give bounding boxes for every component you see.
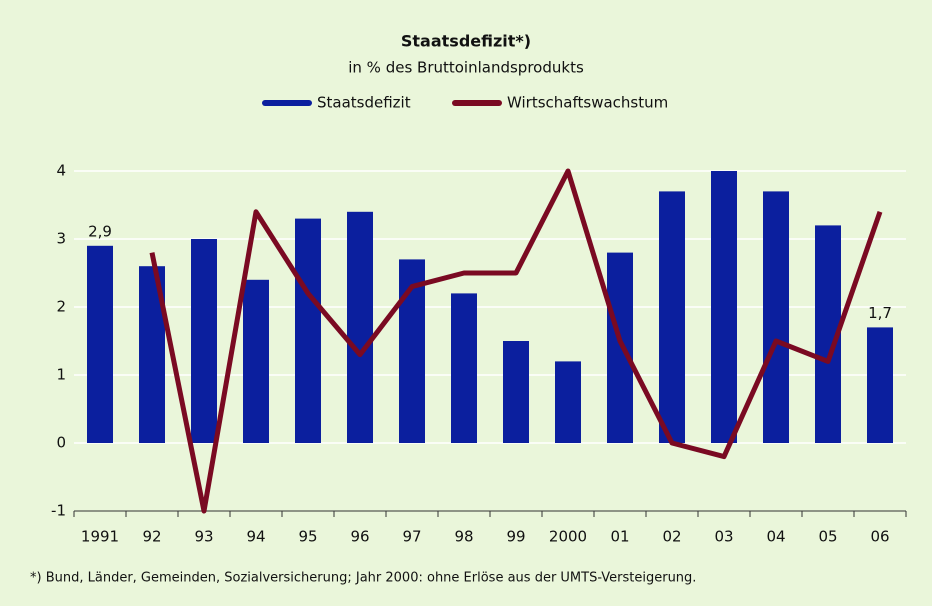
bar [607,252,633,443]
chart-title: Staatsdefizit*) [401,32,531,51]
x-tick-label: 2000 [549,528,587,546]
y-tick-label: 3 [56,230,66,248]
bar [191,239,217,443]
x-tick-label: 03 [714,528,733,546]
x-tick-label: 1991 [81,528,119,546]
x-tick-label: 05 [818,528,837,546]
bar [295,218,321,443]
x-tick-label: 04 [766,528,785,546]
line [149,168,883,514]
bar [763,191,789,443]
x-tick-label: 93 [194,528,213,546]
x-tick-label: 92 [142,528,161,546]
bar [243,279,269,443]
footnote: *) Bund, Länder, Gemeinden, Sozialversic… [30,571,696,586]
x-tick-label: 06 [870,528,889,546]
x-tick-label: 02 [662,528,681,546]
bar [555,361,581,443]
x-tick-label: 95 [298,528,317,546]
x-tick-label: 99 [506,528,525,546]
bar [867,327,893,443]
chart-subtitle: in % des Bruttoinlandsprodukts [348,59,584,77]
y-tick-label: 1 [56,366,66,384]
x-tick-label: 97 [402,528,421,546]
bar [347,211,373,443]
bar [503,341,529,443]
x-tick-label: 96 [350,528,369,546]
bar [87,245,113,443]
legend-label: Wirtschaftswachstum [507,94,668,112]
y-tick-label: -1 [51,502,66,520]
x-tick-label: 01 [610,528,629,546]
bar [711,171,737,443]
bar [659,191,685,443]
data-label: 2,9 [88,222,112,240]
bar [451,293,477,443]
x-tick-label: 98 [454,528,473,546]
y-tick-label: 2 [56,298,66,316]
legend-label: Staatsdefizit [317,94,411,112]
data-label: 1,7 [868,304,892,322]
y-tick-label: 4 [56,162,66,180]
y-tick-label: 0 [56,434,66,452]
x-tick-label: 94 [246,528,265,546]
